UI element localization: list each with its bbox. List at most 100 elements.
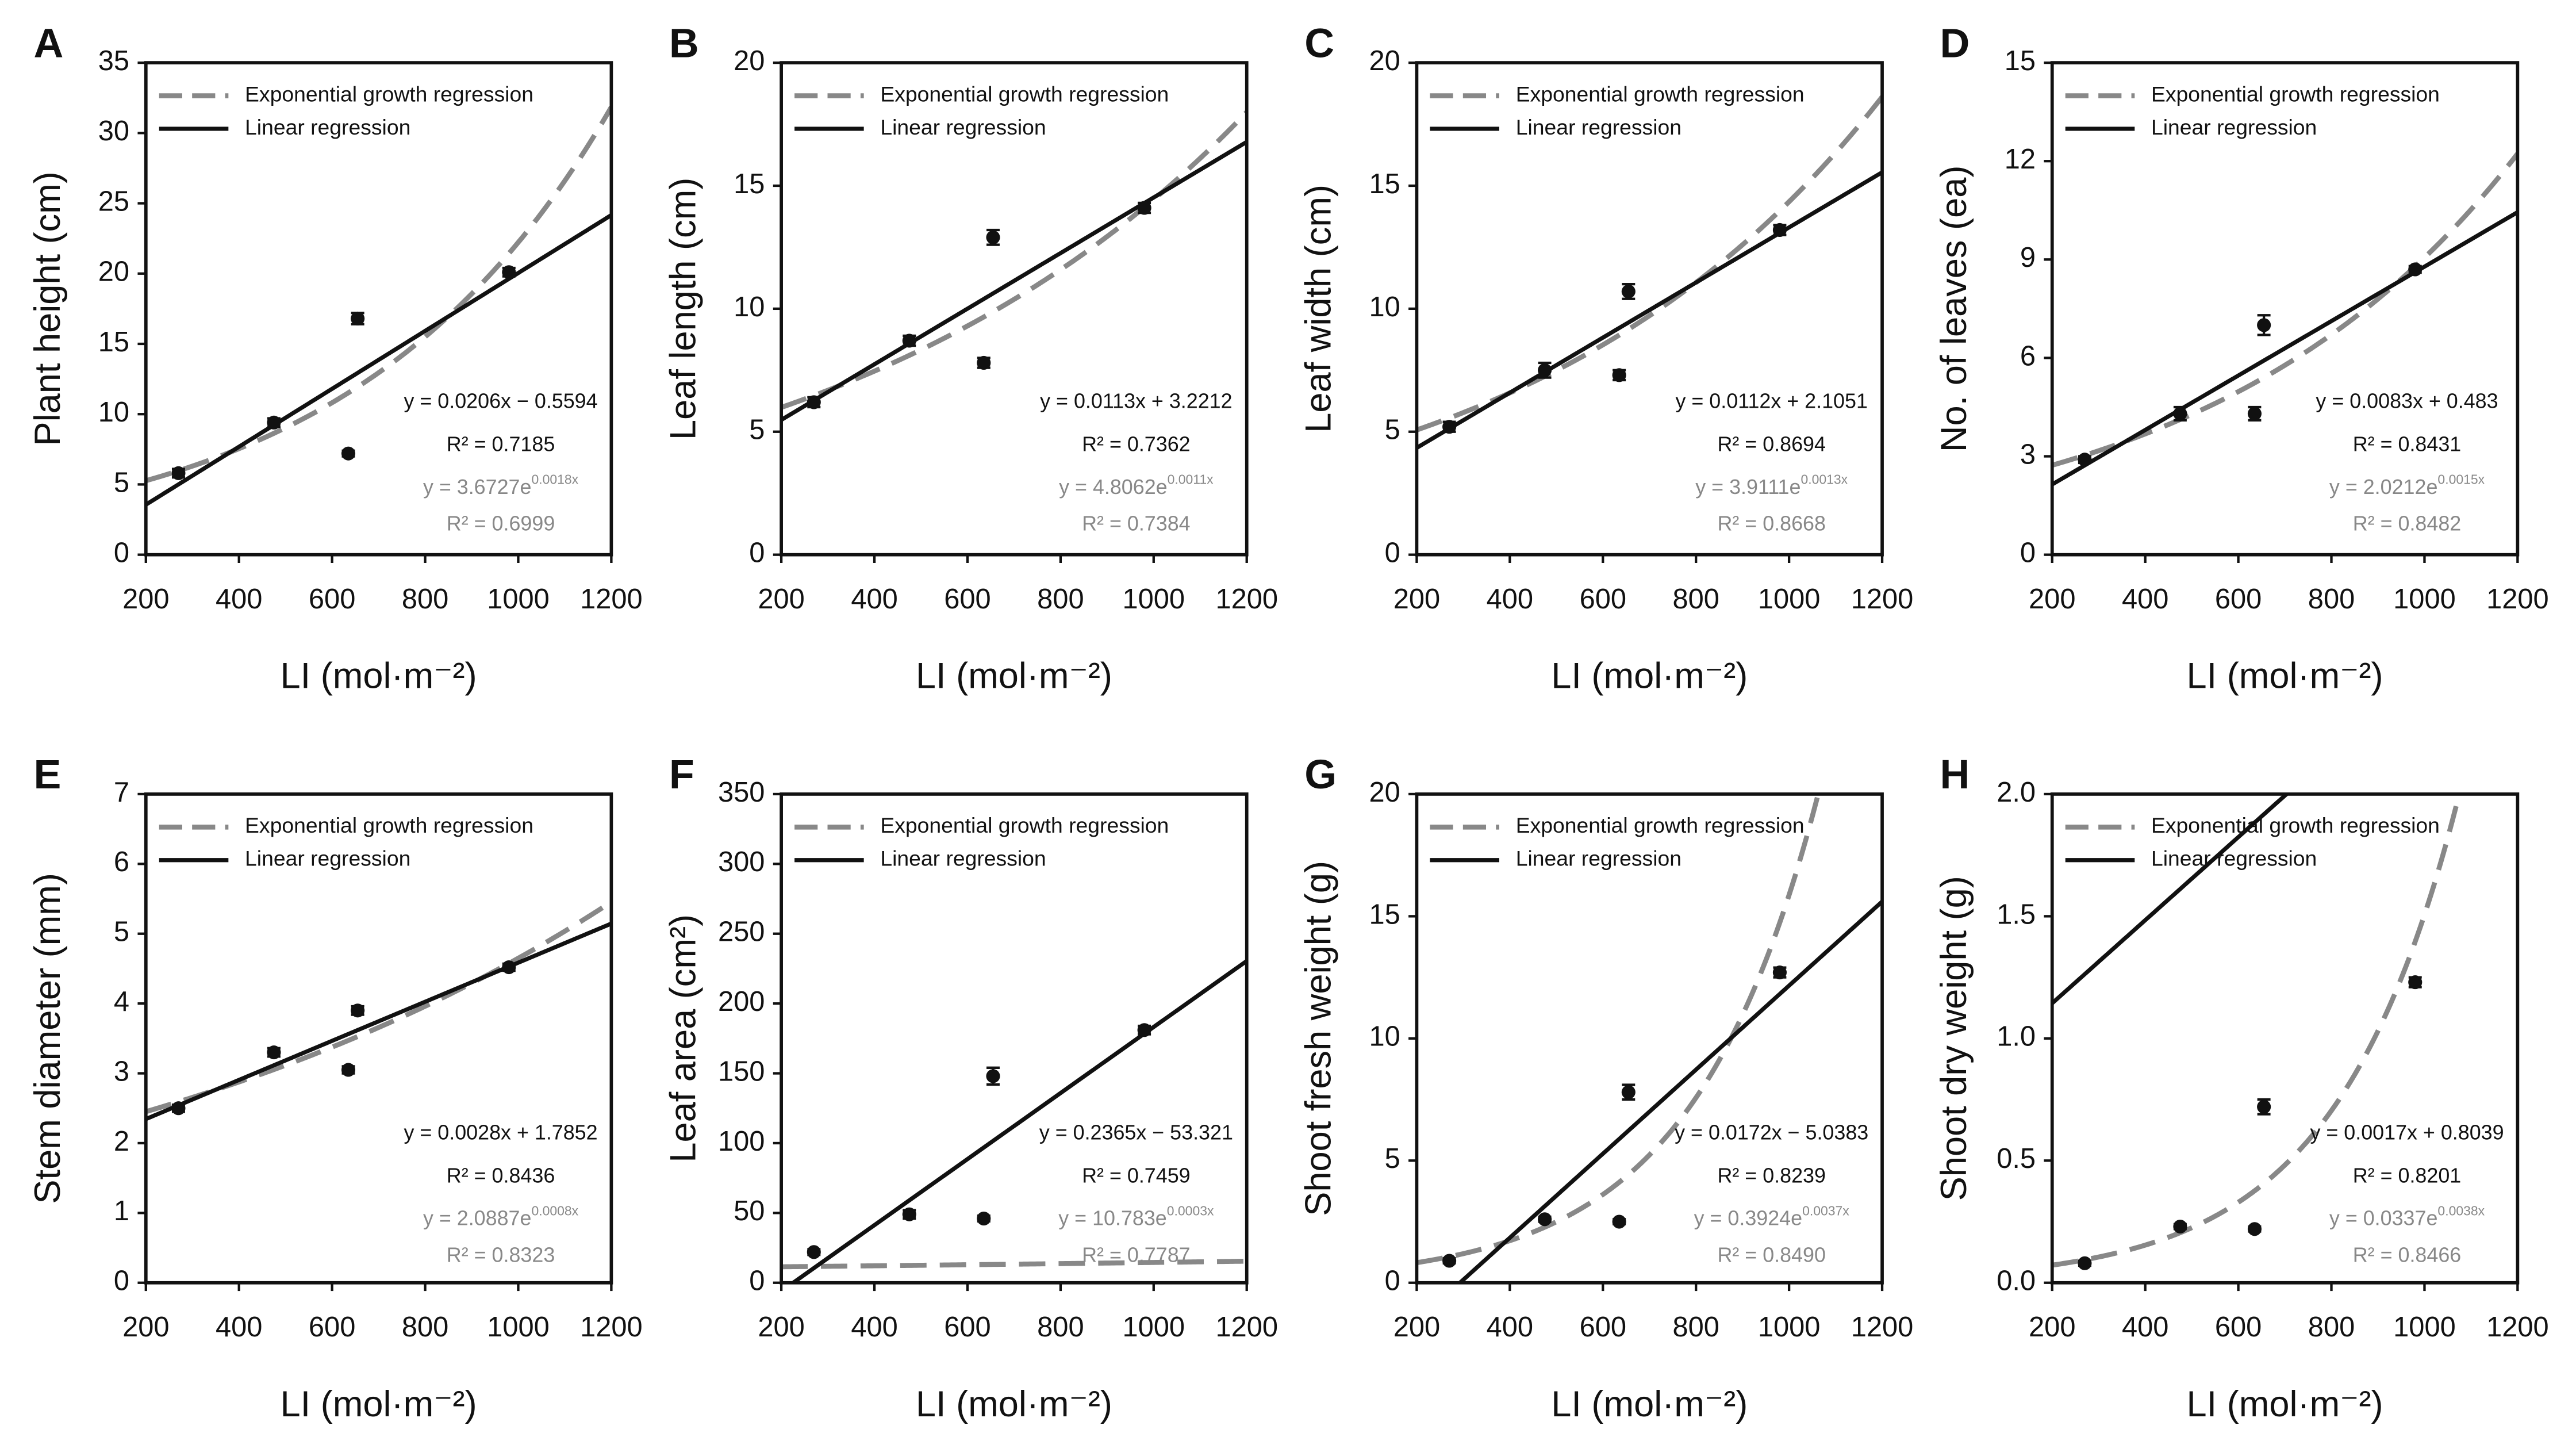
data-point (1772, 965, 1787, 980)
equation-exponent: 0.0008x (531, 1203, 578, 1218)
data-point (351, 311, 365, 326)
r-squared: R² = 0.7362 (1082, 433, 1190, 456)
plot-frame (144, 61, 613, 557)
equation: y = 3.6727e0.0018x (423, 472, 579, 499)
data-point (1621, 284, 1636, 298)
equation: y = 2.0887e0.0008x (423, 1203, 579, 1230)
y-tick-label: 200 (718, 986, 765, 1017)
x-tick-label: 600 (2215, 584, 2262, 615)
data-point (267, 1045, 281, 1060)
x-tick-label: 800 (1672, 1312, 1719, 1343)
legend-label: Exponential growth regression (245, 813, 533, 837)
y-tick-label: 20 (1369, 45, 1400, 76)
x-axis-label: LI (mol·m⁻²) (2187, 656, 2383, 696)
x-tick-label: 1200 (2486, 1312, 2549, 1343)
r-squared: R² = 0.7384 (1082, 512, 1190, 535)
x-tick-label: 800 (1672, 584, 1719, 615)
equation-text: y = 3.9111e (1695, 476, 1800, 499)
regression-line (145, 213, 612, 507)
r-squared: R² = 0.8466 (2353, 1243, 2461, 1266)
x-tick-label: 800 (1037, 1312, 1084, 1343)
panel: C Leaf width (cm) LI (mol·m⁻²) 0 5 10 15 20 200 4… (1299, 20, 1914, 696)
y-axis-label: Leaf area (cm²) (663, 914, 703, 1163)
r-squared: R² = 0.8323 (447, 1243, 555, 1266)
x-tick-label: 1000 (1758, 584, 1821, 615)
y-tick-label: 3 (2020, 439, 2036, 470)
y-tick-label: 1 (114, 1196, 129, 1227)
panel: D No. of leaves (ea) LI (mol·m⁻²) 0 3 6 9 12 15 2… (1934, 20, 2549, 696)
x-tick-label: 600 (944, 584, 991, 615)
equation-text: y = 0.0337e (2329, 1207, 2438, 1230)
x-tick-label: 800 (2308, 584, 2355, 615)
equation-text: y = 4.8062e (1059, 476, 1168, 499)
x-tick-label: 600 (1580, 1312, 1626, 1343)
x-tick-label: 200 (1393, 584, 1440, 615)
equation: y = 4.8062e0.0011x (1059, 472, 1214, 499)
y-tick-label: 15 (1369, 168, 1400, 200)
y-tick-label: 7 (114, 777, 129, 808)
equation: y = 10.783e0.0003x (1058, 1203, 1214, 1230)
data-point (1612, 368, 1626, 382)
y-tick-label: 0 (114, 538, 129, 569)
panel-letter: H (1940, 752, 1970, 798)
equation-text: y = 0.0083x + 0.483 (2316, 390, 2498, 413)
y-axis-label: Stem diameter (mm) (28, 873, 68, 1204)
legend-label: Linear regression (2151, 846, 2317, 871)
y-tick-label: 2 (114, 1126, 129, 1157)
data-point (502, 960, 516, 975)
x-axis-label: LI (mol·m⁻²) (916, 656, 1112, 696)
x-tick-label: 400 (2122, 584, 2168, 615)
y-tick-label: 0 (1385, 538, 1400, 569)
data-point (807, 1245, 821, 1259)
regression-line (781, 110, 1247, 410)
legend-label: Linear regression (880, 846, 1046, 871)
x-tick-label: 1000 (1123, 1312, 1185, 1343)
x-axis-label: LI (mol·m⁻²) (916, 1384, 1112, 1424)
equation-text: y = 0.0112x + 2.1051 (1675, 390, 1867, 413)
y-tick-label: 300 (718, 846, 765, 878)
y-axis-label: Leaf length (cm) (663, 178, 703, 440)
x-tick-label: 1200 (580, 1312, 643, 1343)
y-tick-label: 5 (1385, 1143, 1400, 1174)
equation-text: y = 0.0017x + 0.8039 (2310, 1121, 2504, 1144)
regression-line (781, 140, 1247, 422)
panel: E Stem diameter (mm) LI (mol·m⁻²) 0 1 2 3 4 5 6 7 2… (28, 752, 643, 1424)
y-tick-label: 10 (1369, 292, 1400, 323)
y-tick-label: 50 (734, 1196, 765, 1227)
legend-label: Exponential growth regression (880, 813, 1169, 837)
r-squared: R² = 0.8694 (1717, 433, 1825, 456)
y-tick-label: 0.0 (1997, 1266, 2036, 1297)
data-point (977, 1211, 991, 1226)
legend-label: Exponential growth regression (880, 82, 1169, 106)
panel: F Leaf area (cm²) LI (mol·m⁻²) 0 50 100 150 200… (663, 752, 1278, 1424)
regression-line (2052, 210, 2518, 486)
data-point (2408, 975, 2423, 990)
x-tick-label: 200 (2029, 584, 2075, 615)
data-point (341, 1063, 356, 1077)
x-tick-label: 400 (1487, 1312, 1533, 1343)
data-point (2078, 1256, 2092, 1270)
equation-exponent: 0.0038x (2437, 1203, 2485, 1218)
y-tick-label: 250 (718, 917, 765, 948)
equation-text: y = 10.783e (1058, 1207, 1167, 1230)
data-point (1442, 1254, 1457, 1268)
x-tick-label: 1200 (1215, 1312, 1278, 1343)
plot-frame (2050, 792, 2520, 1285)
x-tick-label: 600 (309, 584, 355, 615)
data-point (986, 1069, 1000, 1083)
panel-letter: G (1304, 752, 1337, 798)
equation: y = 2.0212e0.0015x (2329, 472, 2485, 499)
data-point (1538, 363, 1552, 377)
y-tick-label: 12 (2005, 144, 2036, 175)
y-tick-label: 5 (1385, 415, 1400, 446)
x-tick-label: 600 (1580, 584, 1626, 615)
data-point (2257, 318, 2271, 332)
y-tick-label: 15 (98, 327, 129, 358)
equation-text: y = 2.0887e (423, 1207, 532, 1230)
r-squared: R² = 0.8668 (1717, 512, 1825, 535)
data-point (2257, 1099, 2271, 1114)
equation-exponent: 0.0013x (1800, 472, 1848, 487)
y-tick-label: 100 (718, 1126, 765, 1157)
y-tick-label: 2.0 (1997, 777, 2036, 808)
data-point (1137, 1023, 1151, 1037)
